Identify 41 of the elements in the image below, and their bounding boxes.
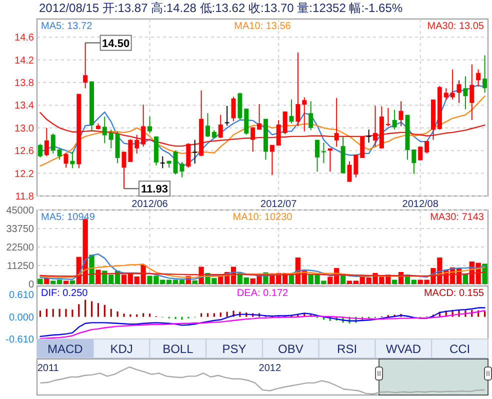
y-tick-label: 13.4 [14,100,34,112]
y-tick-label: 13.8 [14,78,34,90]
x-tick-label: 2012/07 [260,199,298,210]
text: MA10: 10230 [232,212,293,223]
y-tick-label: 0.000 [8,312,34,324]
y-tick-label: -0.610 [6,334,34,346]
series-label: MACD: 0.155 [424,288,484,299]
text: OBV [278,342,304,356]
text: MACD [48,342,84,356]
y-tick-label: 14.2 [14,55,34,66]
annotation: 14.50 [102,38,130,50]
x-tick-label: 2012/06 [132,199,168,210]
x-tick-label: 2012 [258,363,282,374]
chart-title: 2012/08/15 开:13.87 高:14.28 低:13.62 收:13.70 量:12352 幅:-1.65% [39,1,403,15]
text: KDJ [110,342,133,356]
text: MA5: 10949 [41,212,96,223]
annotation: 11.93 [141,184,168,196]
text: MA30: 7143 [430,212,484,223]
y-tick-label: 11.8 [15,192,34,202]
y-tick-label: 14.6 [14,32,34,44]
text: WVAD [386,342,422,356]
text: RSI [337,342,358,356]
series-label: DEA: 0.172 [236,288,289,299]
text: BOLL [162,342,194,356]
y-tick-label: 11250 [6,261,34,272]
y-tick-label: 12.2 [14,168,34,180]
y-tick-label: 45000 [6,206,34,216]
text: MA10: 13.56 [234,21,292,32]
text: MA30: 13.05 [427,21,484,32]
y-tick-label: 12.6 [14,146,34,158]
y-tick-label: 0.610 [8,290,34,302]
y-tick-label: 0 [28,280,34,290]
x-tick-label: 2012/08 [402,199,439,210]
y-tick-label: 13.0 [14,123,34,134]
y-tick-label: 33750 [6,224,34,235]
text: CCI [449,342,470,356]
y-tick-label: 22500 [6,242,34,254]
text: DIF: 0.250 [41,288,88,299]
text: PSY [222,342,246,356]
text: MA5: 13.72 [41,21,93,32]
x-tick-label: 2011 [37,363,60,374]
